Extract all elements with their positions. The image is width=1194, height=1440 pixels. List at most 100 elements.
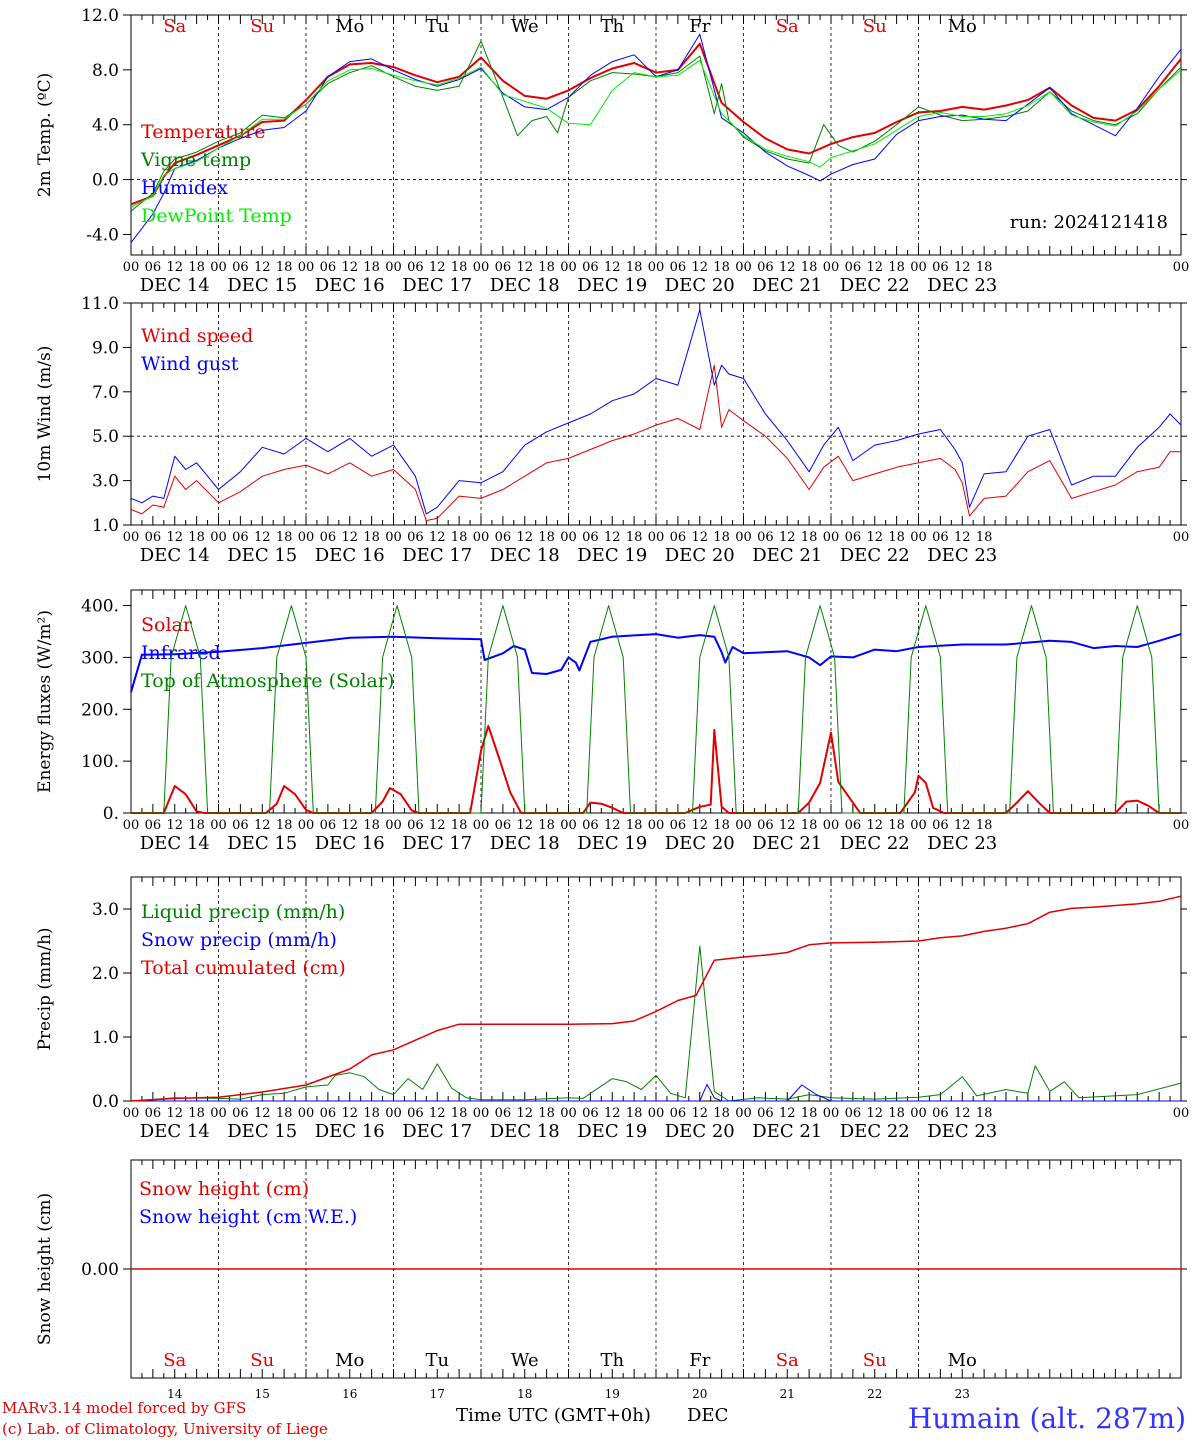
hour-tick-label: 06 <box>932 1106 949 1121</box>
weekday-label: Su <box>863 16 887 37</box>
day-number-label: 20 <box>692 1387 707 1401</box>
hour-tick-label: 18 <box>276 530 293 545</box>
weekday-label: We <box>511 16 539 37</box>
date-label: DEC 21 <box>752 545 822 566</box>
date-label: DEC 15 <box>227 275 297 296</box>
hour-tick-label: 12 <box>516 1106 533 1121</box>
hour-tick-label: 18 <box>451 530 468 545</box>
legend-entry: Vigne temp <box>140 149 251 171</box>
hour-tick-label: 12 <box>166 1106 183 1121</box>
hour-tick-label: 18 <box>713 530 730 545</box>
hour-tick-label: 06 <box>757 1106 774 1121</box>
weekday-label: Sa <box>163 1350 186 1371</box>
hour-tick-label: 18 <box>801 818 818 833</box>
legend-entry: Snow precip (mm/h) <box>141 929 337 951</box>
series-line-infrared <box>130 633 1182 693</box>
date-label: DEC 17 <box>402 1121 472 1142</box>
hour-tick-label: 00 <box>1173 530 1190 545</box>
weekday-label: Fr <box>689 16 710 37</box>
hour-tick-label: 12 <box>779 818 796 833</box>
hour-tick-label: 18 <box>888 530 905 545</box>
hour-tick-label: 12 <box>866 260 883 275</box>
legend-entry: Humidex <box>141 177 228 199</box>
hour-tick-label: 06 <box>145 818 162 833</box>
weekday-label: Tu <box>425 16 449 37</box>
hour-tick-label: 12 <box>691 818 708 833</box>
y-tick-label: 2.0 <box>92 964 119 984</box>
hour-tick-label: 18 <box>888 1106 905 1121</box>
panel-1: 12.0 8.0 4.0 0.0 -4.0 2m Temp. (ºC) Temperatur… <box>35 6 1189 296</box>
hour-tick-label: 12 <box>954 530 971 545</box>
hour-tick-label: 12 <box>341 818 358 833</box>
y-tick-label: 7.0 <box>92 383 119 403</box>
weekday-label: Th <box>600 16 624 37</box>
hour-tick-label: 12 <box>429 260 446 275</box>
legend-entry: Liquid precip (mm/h) <box>141 901 345 923</box>
panel-2: 11.0 9.0 7.0 5.0 3.0 1.0 10m Wind (m/s) Wind sp… <box>35 294 1189 566</box>
hour-tick-label: 00 <box>823 818 840 833</box>
legend-entry: Total cumulated (cm) <box>141 957 346 979</box>
weekday-label: Mo <box>948 16 977 37</box>
hour-tick-label: 06 <box>320 818 337 833</box>
hour-tick-label: 18 <box>801 530 818 545</box>
weekday-label: Mo <box>335 16 364 37</box>
hour-tick-label: 18 <box>363 260 380 275</box>
date-label: DEC 20 <box>665 545 735 566</box>
hour-tick-label: 00 <box>123 1106 140 1121</box>
hour-tick-label: 18 <box>538 818 555 833</box>
hour-tick-label: 06 <box>932 818 949 833</box>
hour-tick-label: 00 <box>735 530 752 545</box>
day-number-label: 17 <box>430 1387 445 1401</box>
y-tick-label: 9.0 <box>92 338 119 358</box>
hour-tick-label: 12 <box>691 260 708 275</box>
station-name: Humain (alt. 287m) <box>907 1402 1186 1435</box>
hour-tick-label: 18 <box>188 260 205 275</box>
hour-tick-label: 00 <box>298 818 315 833</box>
weekday-label: We <box>511 1350 539 1371</box>
hour-tick-label: 00 <box>560 1106 577 1121</box>
series-line-snow-precip-mm-h <box>131 1083 1181 1102</box>
hour-tick-label: 18 <box>188 530 205 545</box>
hour-tick-label: 00 <box>823 1106 840 1121</box>
hour-tick-label: 06 <box>932 260 949 275</box>
hour-tick-label: 12 <box>779 1106 796 1121</box>
hour-tick-label: 18 <box>363 1106 380 1121</box>
hour-tick-label: 18 <box>801 1106 818 1121</box>
hour-tick-label: 00 <box>473 818 490 833</box>
y-tick-label: 3.0 <box>92 472 119 492</box>
day-number-label: 18 <box>517 1387 532 1401</box>
y-axis-label: Energy fluxes (W/m²) <box>35 610 55 793</box>
hour-tick-label: 00 <box>648 818 665 833</box>
panel-4: 3.0 2.0 1.0 0.0 Precip (mm/h) Liquid precip (… <box>35 876 1189 1142</box>
hour-tick-label: 06 <box>845 530 862 545</box>
date-label: DEC 22 <box>840 545 910 566</box>
hour-tick-label: 12 <box>866 530 883 545</box>
hour-tick-label: 18 <box>976 818 993 833</box>
hour-tick-label: 18 <box>276 1106 293 1121</box>
hour-tick-label: 12 <box>429 1106 446 1121</box>
series-line-total-cumulated-cm <box>130 895 1182 1102</box>
date-label: DEC 18 <box>490 545 560 566</box>
hour-tick-label: 18 <box>626 1106 643 1121</box>
hour-tick-label: 00 <box>473 530 490 545</box>
hour-tick-label: 00 <box>473 1106 490 1121</box>
hour-tick-label: 18 <box>626 818 643 833</box>
hour-tick-label: 12 <box>166 530 183 545</box>
y-tick-label: 400. <box>81 597 119 617</box>
date-label: DEC 20 <box>665 833 735 854</box>
date-label: DEC 18 <box>490 275 560 296</box>
hour-tick-label: 06 <box>232 1106 249 1121</box>
series-line-top-of-atmosphere-solar <box>131 605 1181 814</box>
hour-tick-label: 12 <box>691 1106 708 1121</box>
hour-tick-label: 12 <box>691 530 708 545</box>
hour-tick-label: 00 <box>385 260 402 275</box>
hour-tick-label: 06 <box>670 260 687 275</box>
legend-entry: Snow height (cm W.E.) <box>139 1206 357 1228</box>
date-label: DEC 14 <box>140 275 210 296</box>
date-label: DEC 14 <box>140 1121 210 1142</box>
hour-tick-label: 06 <box>845 818 862 833</box>
weekday-label: Sa <box>163 16 186 37</box>
hour-tick-label: 00 <box>823 530 840 545</box>
hour-tick-label: 06 <box>670 1106 687 1121</box>
